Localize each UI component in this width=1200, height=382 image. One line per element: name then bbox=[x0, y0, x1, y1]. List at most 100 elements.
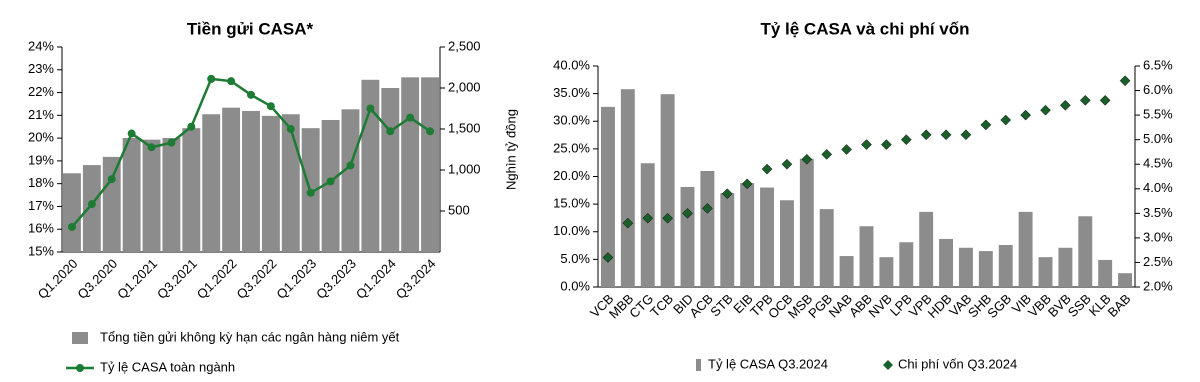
marker bbox=[622, 217, 634, 229]
bar bbox=[779, 200, 794, 287]
marker bbox=[1040, 104, 1051, 116]
marker bbox=[920, 129, 932, 141]
bar bbox=[819, 209, 834, 287]
y2-tick-label: 3.0% bbox=[1143, 229, 1173, 244]
y-tick-label: 15.0% bbox=[553, 196, 590, 211]
marker bbox=[602, 252, 614, 263]
marker bbox=[207, 74, 216, 83]
bar bbox=[142, 139, 161, 252]
bar bbox=[1058, 247, 1073, 287]
bar bbox=[660, 94, 675, 288]
bar bbox=[202, 114, 221, 253]
marker bbox=[702, 203, 713, 214]
y2-tick-label: 6.5% bbox=[1143, 57, 1173, 72]
x-tick-label: Q3.2020 bbox=[74, 256, 120, 302]
y-tick-label: 35.0% bbox=[553, 85, 590, 100]
bar bbox=[261, 115, 280, 252]
bar bbox=[939, 238, 954, 287]
y-tick-label: 25.0% bbox=[553, 140, 590, 155]
bar bbox=[102, 156, 121, 252]
bar bbox=[281, 114, 300, 253]
bar bbox=[82, 165, 101, 252]
chart-title: Tỷ lệ CASA và chi phí vốn bbox=[760, 19, 969, 38]
bar bbox=[600, 106, 615, 287]
y-tick-label: 16% bbox=[28, 221, 54, 236]
bar bbox=[740, 183, 755, 287]
marker bbox=[67, 222, 76, 231]
marker bbox=[87, 200, 96, 209]
marker bbox=[227, 77, 236, 86]
legend-label: Tỷ lệ CASA Q3.2024 bbox=[708, 356, 828, 371]
marker bbox=[1099, 95, 1111, 106]
marker bbox=[801, 153, 813, 165]
marker bbox=[821, 149, 833, 160]
y2-tick-label: 4.5% bbox=[1143, 156, 1173, 171]
bar bbox=[919, 211, 934, 287]
marker bbox=[107, 175, 116, 184]
marker bbox=[841, 144, 852, 155]
x-tick-label: Q3.2021 bbox=[154, 256, 200, 302]
y-tick-label: 24% bbox=[28, 38, 54, 53]
bar bbox=[640, 163, 655, 287]
marker bbox=[386, 127, 395, 136]
y-tick-label: 21% bbox=[28, 107, 54, 122]
y-tick-label: 20% bbox=[28, 130, 54, 145]
chart-title: Tiền gửi CASA* bbox=[187, 19, 314, 38]
x-tick-label: Q1.2024 bbox=[353, 256, 399, 302]
marker bbox=[326, 177, 335, 186]
y-tick-label: 5.0% bbox=[560, 251, 590, 266]
y2-tick-label: 1,000 bbox=[448, 161, 481, 176]
y-tick-label: 18% bbox=[28, 175, 54, 190]
bar bbox=[958, 247, 973, 287]
marker bbox=[642, 212, 654, 224]
bar bbox=[839, 256, 854, 287]
bar bbox=[998, 245, 1013, 287]
y-tick-label: 20.0% bbox=[553, 168, 590, 183]
y2-tick-label: 2,500 bbox=[448, 38, 481, 53]
marker bbox=[1079, 95, 1091, 106]
legend-swatch bbox=[883, 360, 893, 370]
bar bbox=[700, 170, 715, 287]
y-tick-label: 22% bbox=[28, 84, 54, 99]
marker bbox=[406, 113, 415, 122]
bar bbox=[978, 251, 993, 287]
marker bbox=[861, 139, 872, 150]
legend-label: Tổng tiền gửi không kỳ hạn các ngân hàng… bbox=[100, 329, 400, 344]
marker bbox=[167, 138, 176, 147]
marker bbox=[346, 161, 355, 170]
y2-tick-label: 4.0% bbox=[1143, 180, 1173, 195]
y2-tick-label: 5.5% bbox=[1143, 107, 1173, 122]
y2-tick-label: 1,500 bbox=[448, 120, 481, 135]
bar bbox=[1098, 259, 1113, 287]
marker bbox=[881, 139, 892, 150]
y2-tick-label: 5.0% bbox=[1143, 131, 1173, 146]
x-tick-label: Q1.2020 bbox=[35, 256, 81, 302]
x-tick-label: Q1.2022 bbox=[194, 256, 240, 302]
bar bbox=[1118, 273, 1133, 287]
y2-tick-label: 3.5% bbox=[1143, 205, 1173, 220]
legend-swatch bbox=[76, 364, 84, 372]
bar bbox=[799, 158, 814, 287]
marker bbox=[426, 127, 435, 136]
bar bbox=[122, 138, 141, 252]
bar bbox=[620, 89, 635, 287]
bar bbox=[162, 138, 181, 252]
bar bbox=[341, 109, 360, 252]
marker bbox=[900, 134, 912, 146]
y2-tick-label: 500 bbox=[448, 202, 470, 217]
y2-tick-label: 2.5% bbox=[1143, 254, 1173, 269]
y-tick-label: 15% bbox=[28, 243, 54, 258]
bar bbox=[1038, 257, 1053, 287]
marker bbox=[761, 163, 773, 175]
marker bbox=[1020, 109, 1031, 121]
x-tick-label: Q1.2023 bbox=[273, 256, 319, 302]
legend-swatch bbox=[696, 359, 701, 371]
legend-swatch bbox=[72, 332, 88, 344]
y2-tick-label: 2,000 bbox=[448, 79, 481, 94]
bar bbox=[1018, 211, 1033, 287]
bar bbox=[222, 107, 241, 253]
marker bbox=[127, 129, 136, 138]
y-tick-label: 10.0% bbox=[553, 223, 590, 238]
y-tick-label: 40.0% bbox=[553, 57, 590, 72]
